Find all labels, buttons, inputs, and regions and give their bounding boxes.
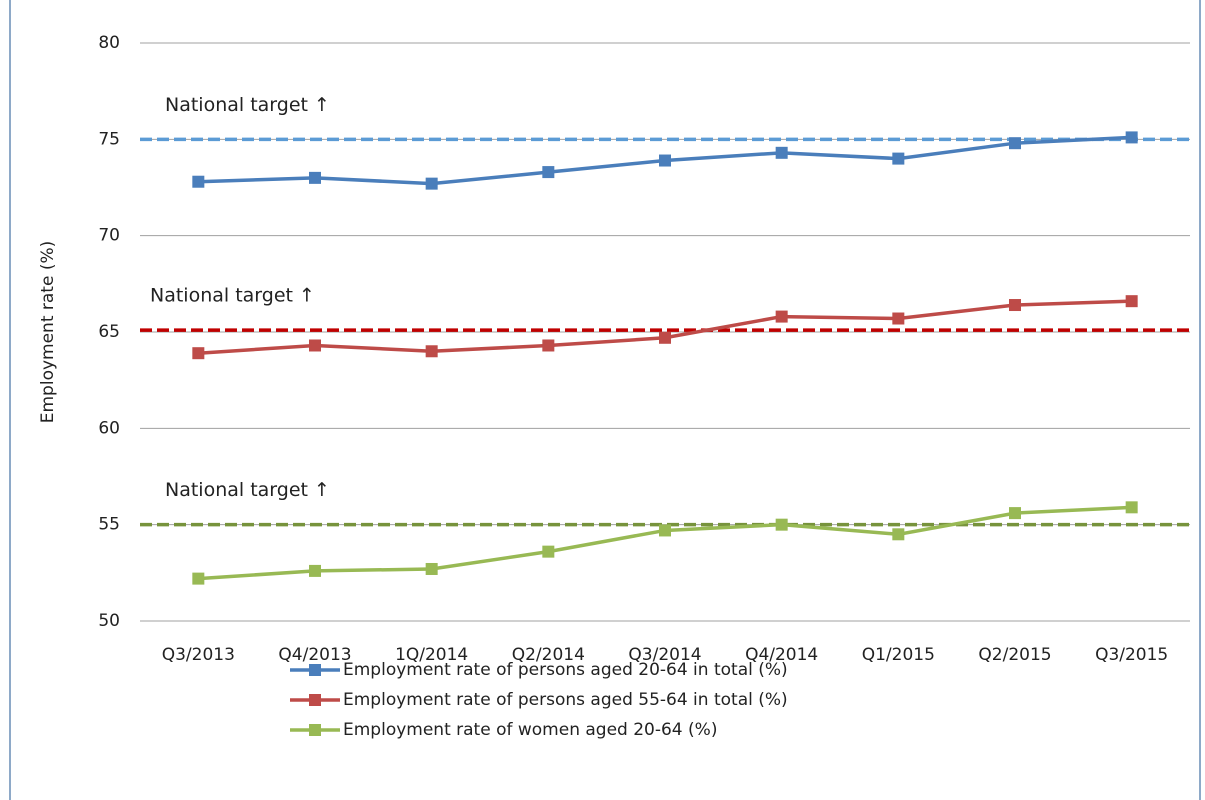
point xyxy=(425,562,438,575)
target-label: National target ↑ xyxy=(165,94,330,116)
point xyxy=(775,146,788,159)
point xyxy=(542,545,555,558)
y-tick-label: 55 xyxy=(98,515,120,535)
point xyxy=(1125,131,1138,144)
legend-marker xyxy=(309,664,321,676)
y-tick-label: 65 xyxy=(98,322,120,342)
point xyxy=(892,312,905,325)
x-tick-label: Q4/2013 xyxy=(278,645,351,665)
series-line xyxy=(198,299,1132,355)
point xyxy=(659,524,671,537)
x-tick-label: Q2/2014 xyxy=(512,645,585,665)
point xyxy=(192,175,205,188)
point xyxy=(1009,299,1021,312)
y-tick-label: 60 xyxy=(98,418,120,438)
legend-label: Employment rate of women aged 20-64 (%) xyxy=(343,720,717,740)
point xyxy=(1125,501,1138,514)
legend-label: Employment rate of persons aged 55-64 in… xyxy=(343,690,788,710)
point xyxy=(659,154,671,167)
target-label: National target ↑ xyxy=(165,479,330,501)
point xyxy=(1125,295,1138,308)
x-tick-label: Q2/2015 xyxy=(978,645,1051,665)
point xyxy=(192,572,205,585)
x-tick-label: Q1/2015 xyxy=(862,645,935,665)
point xyxy=(775,518,788,531)
point xyxy=(425,345,438,358)
point xyxy=(309,339,321,352)
legend-label: Employment rate of persons aged 20-64 in… xyxy=(343,660,788,680)
x-tick-label: Q3/2013 xyxy=(162,645,235,665)
point xyxy=(659,331,671,344)
point xyxy=(1009,507,1021,520)
legend-marker xyxy=(309,694,321,706)
point xyxy=(892,528,905,541)
point xyxy=(775,310,788,323)
point xyxy=(542,166,555,179)
legend-marker xyxy=(309,724,321,736)
point xyxy=(309,171,321,184)
series-line xyxy=(198,505,1132,581)
target-label: National target ↑ xyxy=(150,285,315,307)
x-tick-label: Q4/2014 xyxy=(745,645,818,665)
point xyxy=(892,152,905,165)
y-tick-label: 80 xyxy=(98,33,120,53)
x-tick-label: Q3/2015 xyxy=(1095,645,1168,665)
point xyxy=(1009,137,1021,150)
x-tick-label: 1Q/2014 xyxy=(395,645,468,665)
point xyxy=(192,347,205,360)
frame xyxy=(9,0,1201,800)
y-axis-label: Employment rate (%) xyxy=(38,241,58,424)
y-tick-label: 75 xyxy=(98,129,120,149)
point xyxy=(309,564,321,577)
point xyxy=(542,339,555,352)
x-tick-label: Q3/2014 xyxy=(628,645,701,665)
point xyxy=(425,177,438,190)
y-tick-label: 70 xyxy=(98,226,120,246)
y-tick-label: 50 xyxy=(98,611,120,631)
